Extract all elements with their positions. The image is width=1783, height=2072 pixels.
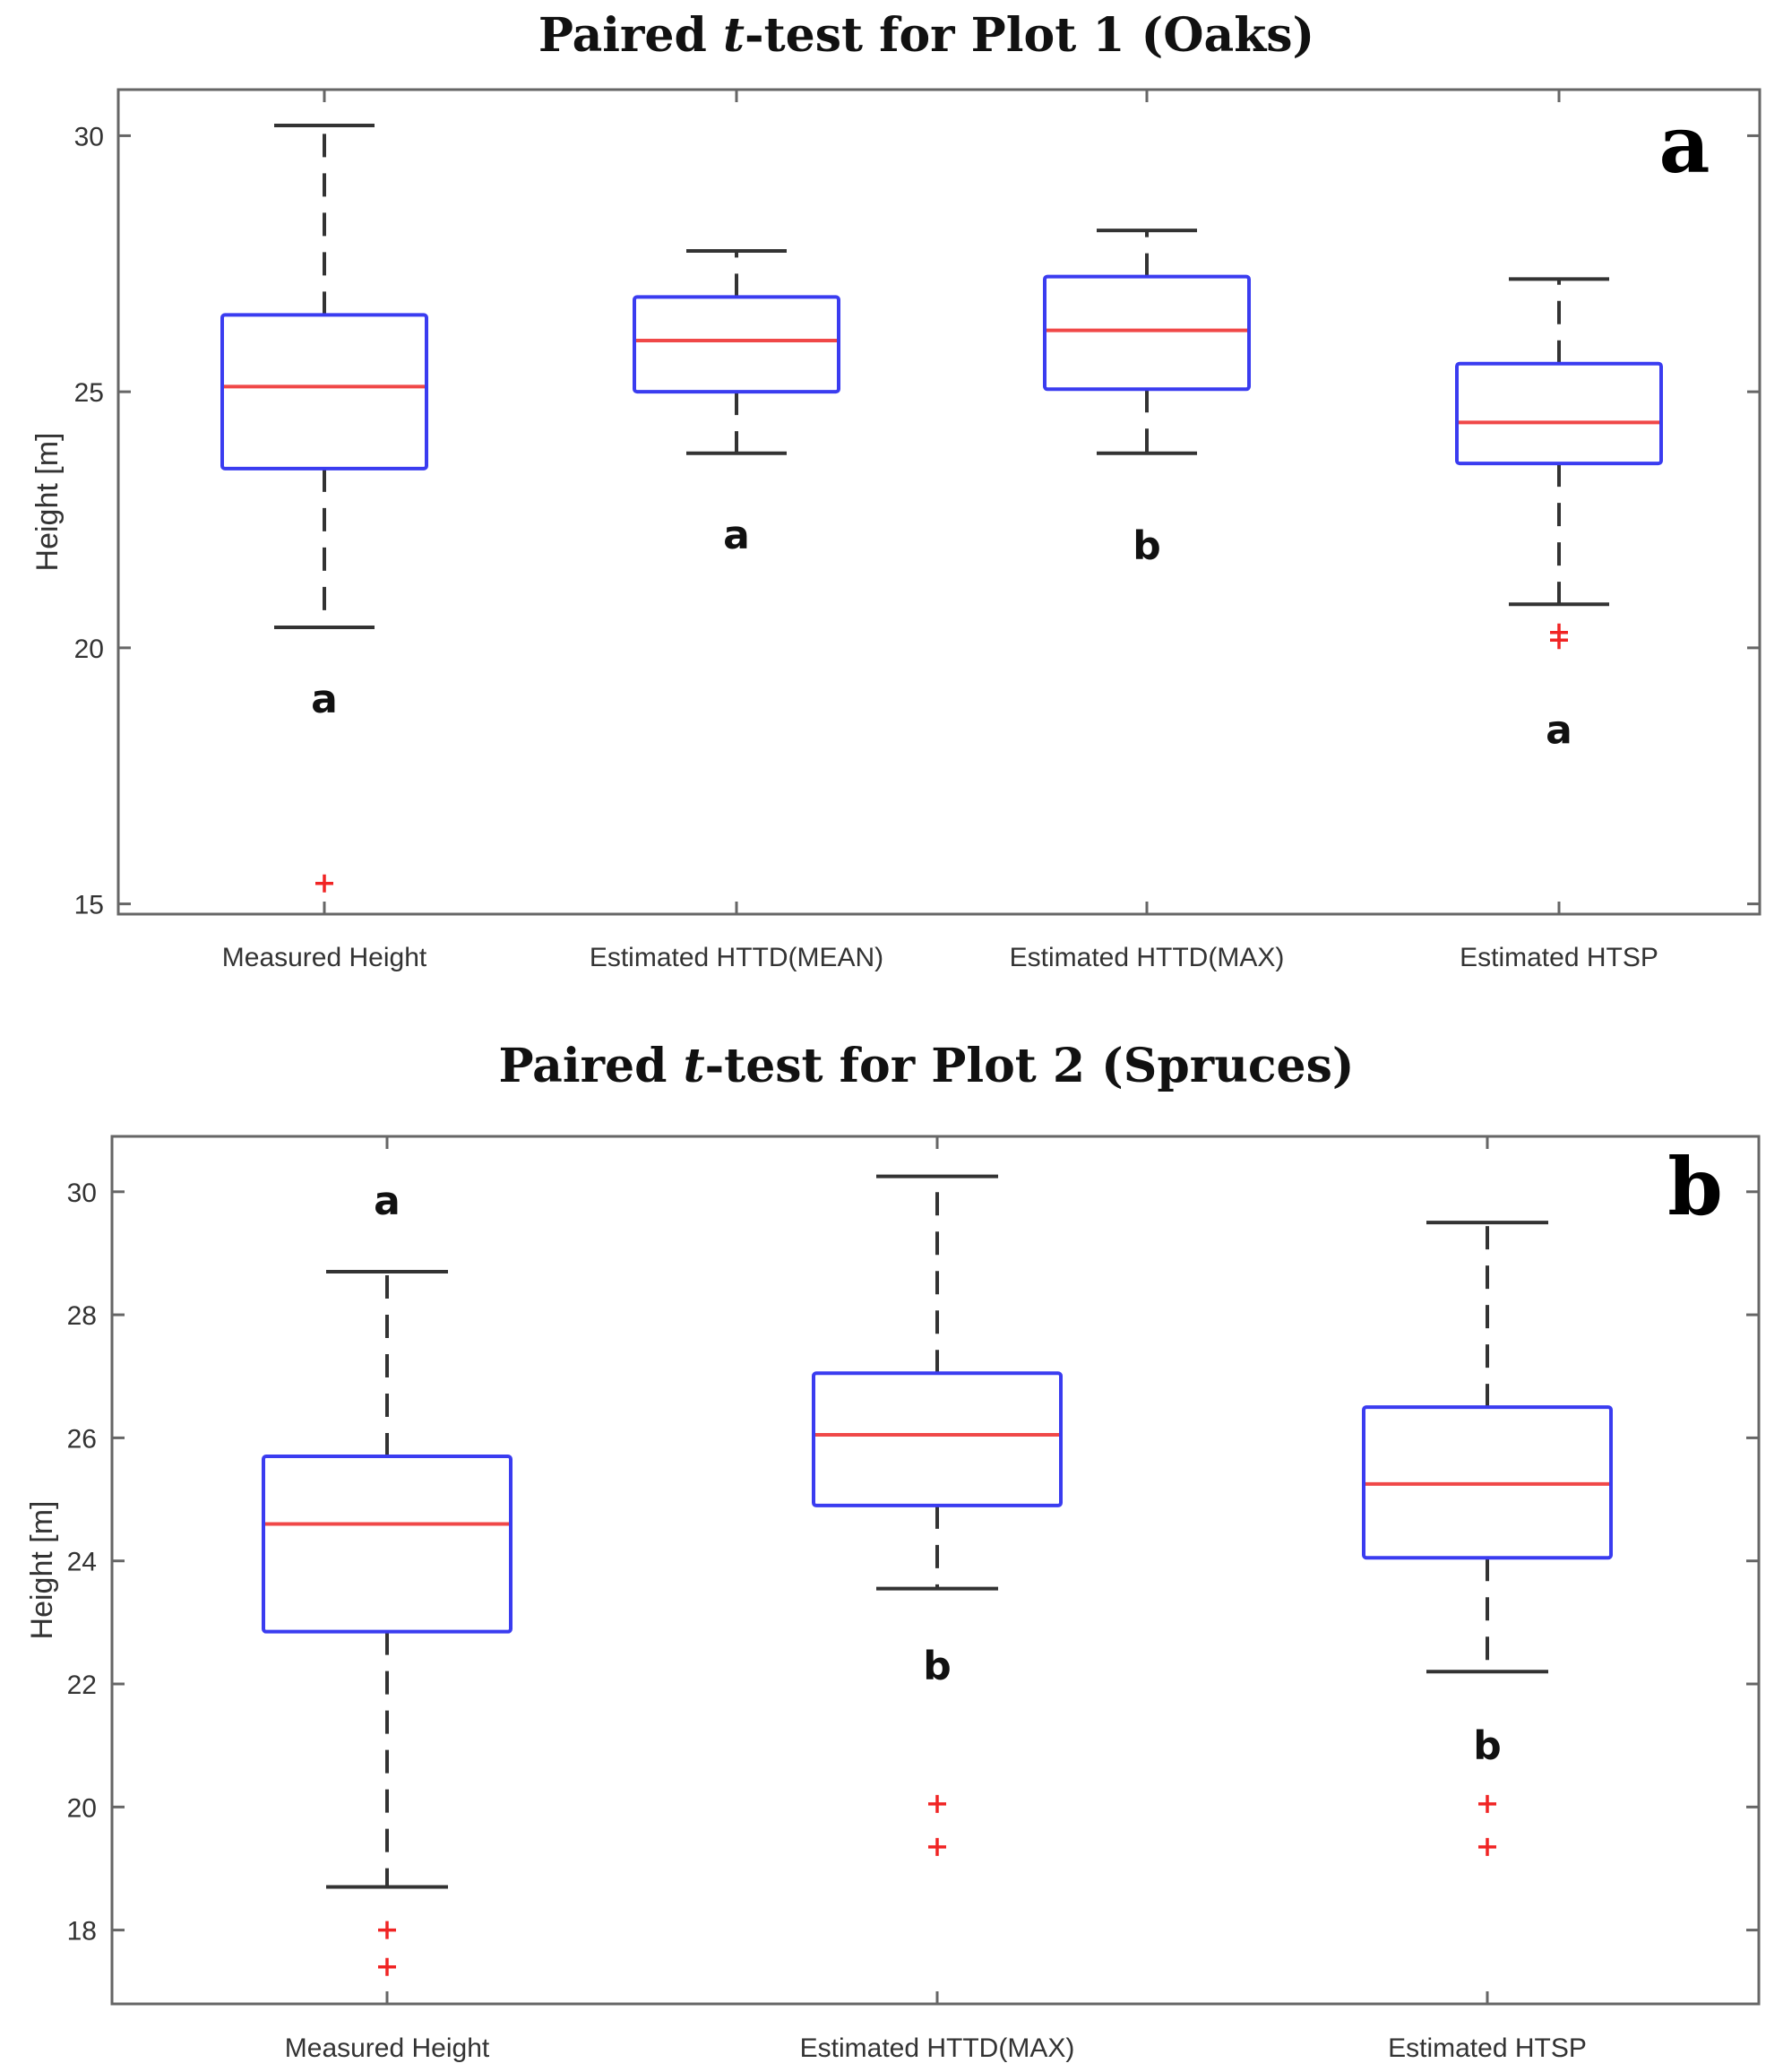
x-tick-label: Estimated HTSP <box>1388 2033 1587 2063</box>
box-group: a <box>220 124 428 893</box>
outlier-point <box>378 1921 396 1939</box>
box-group: b <box>1362 1221 1613 1856</box>
y-tick-label: 30 <box>74 122 104 151</box>
iqr-box <box>1455 361 1663 466</box>
group-letter: a <box>1546 707 1572 753</box>
y-tick-label: 20 <box>74 635 104 664</box>
box-group: a <box>633 249 840 558</box>
panel-label-b: b <box>1667 1140 1723 1233</box>
group-letter: a <box>374 1178 401 1224</box>
y-tick-label: 20 <box>67 1793 97 1823</box>
iqr-box <box>220 313 428 471</box>
x-tick-label: Estimated HTTD(MEAN) <box>590 943 883 972</box>
iqr-box <box>1043 274 1251 392</box>
x-ticks-a: Measured Height Estimated HTTD(MEAN) Estim… <box>222 90 1658 972</box>
plot-area-a <box>116 88 1761 916</box>
box-group: b <box>812 1174 1063 1856</box>
panel-a: Paired t-test for Plot 1 (Oaks) a Height… <box>30 8 1761 972</box>
y-tick-label: 24 <box>67 1548 97 1577</box>
x-tick-label: Measured Height <box>222 943 427 972</box>
y-ticks-a: 15 20 25 30 <box>74 122 1760 920</box>
outlier-point <box>315 874 333 893</box>
x-tick-label: Estimated HTTD(MAX) <box>1010 943 1285 972</box>
y-axis-label-b: Height [m] <box>25 1501 59 1640</box>
y-tick-label: 30 <box>67 1178 97 1208</box>
iqr-box <box>262 1454 513 1634</box>
y-tick-label: 28 <box>67 1301 97 1331</box>
y-tick-label: 22 <box>67 1671 97 1700</box>
boxes-b: a b b <box>262 1174 1613 1976</box>
box-group: a <box>1455 277 1663 753</box>
y-tick-label: 18 <box>67 1917 97 1947</box>
panel-label-a: a <box>1658 98 1710 191</box>
chart-a-title: Paired t-test for Plot 1 (Oaks) <box>538 8 1314 63</box>
x-tick-label: Estimated HTSP <box>1460 943 1658 972</box>
y-ticks-b: 18 20 22 24 26 28 30 <box>67 1178 1759 1947</box>
outlier-point <box>1550 631 1568 650</box>
y-tick-label: 26 <box>67 1424 97 1454</box>
boxes-a: a a b a <box>220 124 1663 893</box>
outlier-point <box>1478 1794 1496 1813</box>
group-letter: b <box>923 1643 952 1688</box>
y-tick-label: 15 <box>74 891 104 920</box>
panel-b: Paired t-test for Plot 2 (Spruces) b Hei… <box>25 1039 1761 2063</box>
box-group: a <box>262 1178 513 1976</box>
group-letter: b <box>1473 1723 1502 1769</box>
y-axis-label-a: Height [m] <box>30 433 65 572</box>
group-letter: b <box>1133 523 1161 569</box>
outlier-point <box>378 1957 396 1976</box>
iqr-box <box>633 295 840 394</box>
x-tick-label: Measured Height <box>285 2033 490 2063</box>
x-ticks-b: Measured Height Estimated HTTD(MAX) Estima… <box>285 1136 1587 2063</box>
outlier-point <box>928 1837 946 1856</box>
iqr-box <box>812 1371 1063 1507</box>
box-group: b <box>1043 229 1251 569</box>
x-tick-label: Estimated HTTD(MAX) <box>800 2033 1075 2063</box>
group-letter: a <box>311 677 338 722</box>
outlier-point <box>1478 1837 1496 1856</box>
group-letter: a <box>723 513 750 558</box>
y-tick-label: 25 <box>74 378 104 408</box>
outlier-point <box>928 1794 946 1813</box>
chart-b-title: Paired t-test for Plot 2 (Spruces) <box>498 1039 1354 1093</box>
